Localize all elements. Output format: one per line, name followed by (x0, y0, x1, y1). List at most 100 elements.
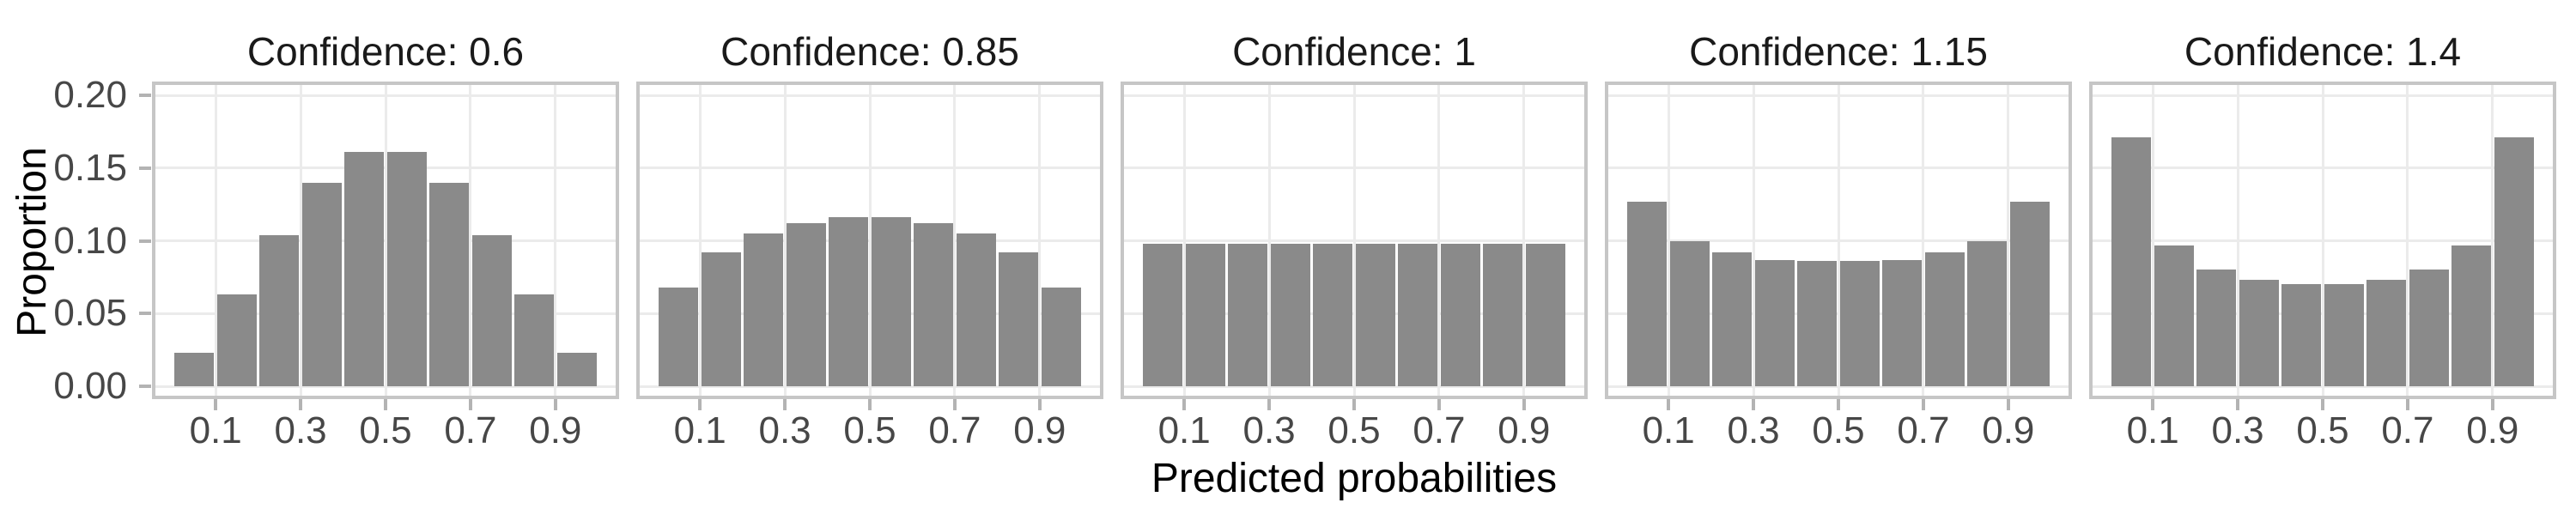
histogram-bar (786, 223, 826, 386)
histogram-bar (1398, 243, 1438, 386)
histogram-bar (174, 353, 215, 386)
histogram-bar (2366, 280, 2407, 386)
histogram-bar (1228, 243, 1268, 386)
facet-title: Confidence: 1 (1232, 29, 1476, 74)
facet-0.6: Confidence: 0.6 0.1 0.3 0.5 0.7 0.9 (152, 0, 619, 515)
histogram-bar (1270, 243, 1310, 386)
x-tick-label: 0.3 (274, 409, 327, 451)
x-tick-label: 0.9 (1013, 409, 1066, 451)
x-tick-mark (1182, 399, 1187, 410)
x-tick-label: 0.7 (1897, 409, 1950, 451)
facet-1.15: Confidence: 1.15 0.1 0.3 0.5 0.7 0.9 (1605, 0, 2072, 515)
x-tick-mark (1267, 399, 1272, 410)
x-tick-label: 0.7 (2381, 409, 2434, 451)
x-tick-mark (553, 399, 557, 410)
x-tick-mark (384, 399, 387, 410)
x-gridline (2491, 85, 2494, 396)
x-tick-mark (1352, 399, 1356, 410)
x-tick-label: 0.3 (2211, 409, 2264, 451)
x-gridline (1922, 85, 1925, 396)
x-tick-mark (1667, 399, 1671, 410)
x-axis-title: Predicted probabilities (1151, 456, 1558, 501)
x-tick-label: 0.5 (359, 409, 412, 451)
x-tick-mark (868, 399, 872, 410)
y-tick-mark (139, 312, 151, 316)
histogram-bar (386, 152, 427, 386)
histogram-bar (216, 294, 257, 386)
x-gridline (953, 85, 957, 396)
x-gridline (1667, 85, 1670, 396)
x-tick-mark (2405, 399, 2409, 410)
histogram-bar (1754, 259, 1795, 386)
x-tick-mark (1752, 399, 1756, 410)
x-tick-mark (952, 399, 957, 410)
x-gridline (384, 85, 387, 396)
x-gridline (299, 85, 302, 396)
x-tick-label: 0.1 (1642, 409, 1695, 451)
histogram-bar (2451, 245, 2492, 386)
y-tick-mark (139, 385, 151, 388)
x-tick-mark (299, 399, 303, 410)
x-gridline (1522, 85, 1526, 396)
histogram-bar (1839, 261, 1880, 386)
x-tick-mark (783, 399, 787, 410)
histogram-bar (659, 287, 699, 386)
x-gridline (1352, 85, 1356, 396)
histogram-bar (1627, 201, 1668, 386)
x-tick-mark (2006, 399, 2010, 410)
x-gridline (1267, 85, 1271, 396)
x-tick-mark (1437, 399, 1441, 410)
facet-title: Confidence: 1.4 (2184, 29, 2462, 74)
histogram-bar (2154, 245, 2194, 386)
histogram-bar (471, 234, 512, 386)
x-tick-mark (2321, 399, 2324, 410)
histogram-bar (2494, 137, 2534, 386)
x-tick-label: 0.1 (1157, 409, 1211, 451)
x-gridline (698, 85, 702, 396)
x-tick-mark (1037, 399, 1042, 410)
y-tick-mark (139, 166, 151, 170)
histogram-bar (1355, 243, 1395, 386)
histogram-bar (344, 152, 385, 386)
x-gridline (2321, 85, 2324, 396)
x-tick-label: 0.1 (673, 409, 726, 451)
facet-1: Confidence: 1 0.1 0.3 0.5 0.7 0.9 (1121, 0, 1588, 515)
y-tick-label: 0.10 (53, 219, 127, 262)
x-tick-label: 0.3 (1727, 409, 1780, 451)
y-tick-mark (139, 239, 151, 243)
x-gridline (1182, 85, 1186, 396)
histogram-bar (2239, 280, 2279, 386)
x-tick-mark (1522, 399, 1526, 410)
facet-title: Confidence: 1.15 (1689, 29, 1988, 74)
x-gridline (469, 85, 472, 396)
plot-panel (152, 82, 619, 399)
histogram-bar (2196, 270, 2237, 386)
x-gridline (214, 85, 217, 396)
histogram-bar (829, 217, 869, 386)
plot-panel (636, 82, 1103, 399)
x-gridline (2007, 85, 2010, 396)
y-tick-label: 0.15 (53, 146, 127, 189)
x-tick-mark (468, 399, 472, 410)
facet-title: Confidence: 0.85 (720, 29, 1019, 74)
histogram-bar (1525, 243, 1565, 386)
x-tick-label: 0.5 (2296, 409, 2349, 451)
x-tick-label: 0.7 (1413, 409, 1466, 451)
histogram-bar (1712, 252, 1753, 386)
histogram-bar (1143, 243, 1183, 386)
x-tick-label: 0.7 (444, 409, 497, 451)
x-tick-mark (214, 399, 218, 410)
x-tick-mark (1921, 399, 1925, 410)
facet-1.4: Confidence: 1.4 0.1 0.3 0.5 0.7 0.9 (2089, 0, 2556, 515)
histogram-bar (1797, 261, 1838, 386)
x-tick-label: 0.7 (928, 409, 981, 451)
histogram-bar (2111, 137, 2152, 386)
x-gridline (783, 85, 787, 396)
histogram-bar (2409, 270, 2449, 386)
x-tick-label: 0.1 (189, 409, 242, 451)
histogram-bar (1669, 240, 1710, 386)
x-tick-label: 0.9 (529, 409, 582, 451)
histogram-bar (956, 233, 996, 386)
x-gridline (868, 85, 872, 396)
